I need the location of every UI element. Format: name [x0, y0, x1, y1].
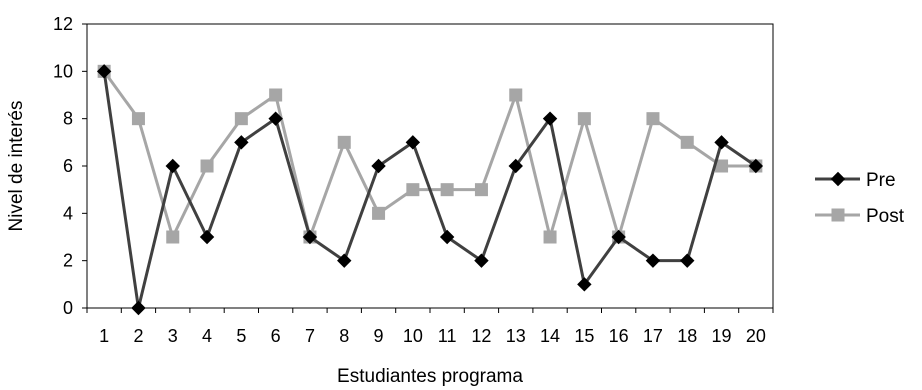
data-point-pre [577, 277, 592, 292]
data-point-post [440, 183, 454, 197]
x-tick-label: 10 [403, 326, 423, 346]
x-tick-label: 16 [609, 326, 629, 346]
data-point-pre [131, 300, 146, 316]
data-point-pre [748, 158, 764, 174]
data-point-pre [680, 253, 695, 268]
data-point-pre [165, 158, 180, 174]
data-point-pre [371, 158, 386, 174]
data-point-pre [268, 111, 283, 126]
y-tick-label: 0 [63, 298, 73, 318]
x-tick-label: 4 [202, 326, 212, 346]
data-point-pre [302, 229, 318, 245]
data-point-post [372, 206, 386, 220]
y-tick-label: 2 [63, 251, 73, 271]
data-point-post [474, 183, 488, 197]
x-tick-label: 9 [374, 326, 384, 346]
y-tick-label: 12 [53, 14, 73, 34]
legend: Pre Post [815, 170, 905, 227]
x-tick-label: 3 [168, 326, 178, 346]
data-point-pre [439, 229, 455, 245]
x-tick-label: 15 [574, 326, 594, 346]
data-point-post [269, 88, 283, 102]
legend-marker-post [831, 208, 845, 222]
data-point-pre [337, 253, 352, 268]
x-tick-label: 1 [99, 326, 109, 346]
plot-area [86, 23, 774, 309]
data-point-post [234, 112, 248, 126]
x-tick-label: 17 [643, 326, 663, 346]
data-point-pre [234, 135, 249, 150]
data-point-post [406, 183, 420, 197]
data-point-pre [714, 135, 729, 150]
data-point-pre [508, 158, 523, 174]
x-tick-label: 18 [677, 326, 697, 346]
data-point-pre [611, 229, 626, 245]
series-pre [96, 64, 764, 316]
data-point-post [543, 230, 557, 244]
x-tick-label: 8 [339, 326, 349, 346]
series-layer [96, 64, 764, 316]
x-axis-label: Estudiantes programa [337, 366, 523, 387]
x-tick-label: 20 [746, 326, 766, 346]
x-axis-ticks: 1 2 3 4 5 6 7 8 9 10 11 12 13 14 15 16 17 18 19 20 [86, 308, 774, 346]
data-point-pre [405, 135, 421, 150]
data-point-post [200, 159, 214, 173]
legend-label-post: Post [866, 206, 905, 227]
data-point-post [646, 112, 660, 126]
x-tick-label: 13 [506, 326, 526, 346]
x-tick-label: 5 [236, 326, 246, 346]
x-tick-label: 7 [305, 326, 315, 346]
legend-marker-pre [830, 171, 846, 187]
data-point-post [166, 230, 180, 244]
data-point-post [509, 88, 523, 102]
x-tick-label: 19 [712, 326, 732, 346]
data-point-post [131, 112, 145, 126]
data-point-pre [645, 253, 661, 268]
x-tick-label: 2 [133, 326, 143, 346]
data-point-post [337, 135, 351, 149]
data-point-post [680, 135, 694, 149]
y-tick-label: 8 [63, 109, 73, 129]
y-tick-label: 10 [53, 61, 73, 81]
data-point-pre [199, 229, 215, 245]
x-tick-label: 6 [271, 326, 281, 346]
y-tick-label: 4 [63, 203, 73, 223]
data-point-pre [474, 253, 489, 268]
x-tick-label: 12 [471, 326, 491, 346]
y-axis-label: Nivel de interés [6, 101, 27, 232]
data-point-post [577, 112, 591, 126]
x-tick-label: 11 [438, 326, 457, 346]
legend-label-pre: Pre [866, 170, 896, 191]
x-tick-label: 14 [540, 326, 560, 346]
data-point-post [715, 159, 729, 173]
y-tick-label: 6 [63, 156, 73, 176]
data-point-pre [542, 111, 558, 126]
y-axis-ticks: 0 2 4 6 8 10 12 [53, 14, 87, 318]
series-line-pre [102, 71, 757, 310]
data-point-pre [96, 64, 112, 79]
